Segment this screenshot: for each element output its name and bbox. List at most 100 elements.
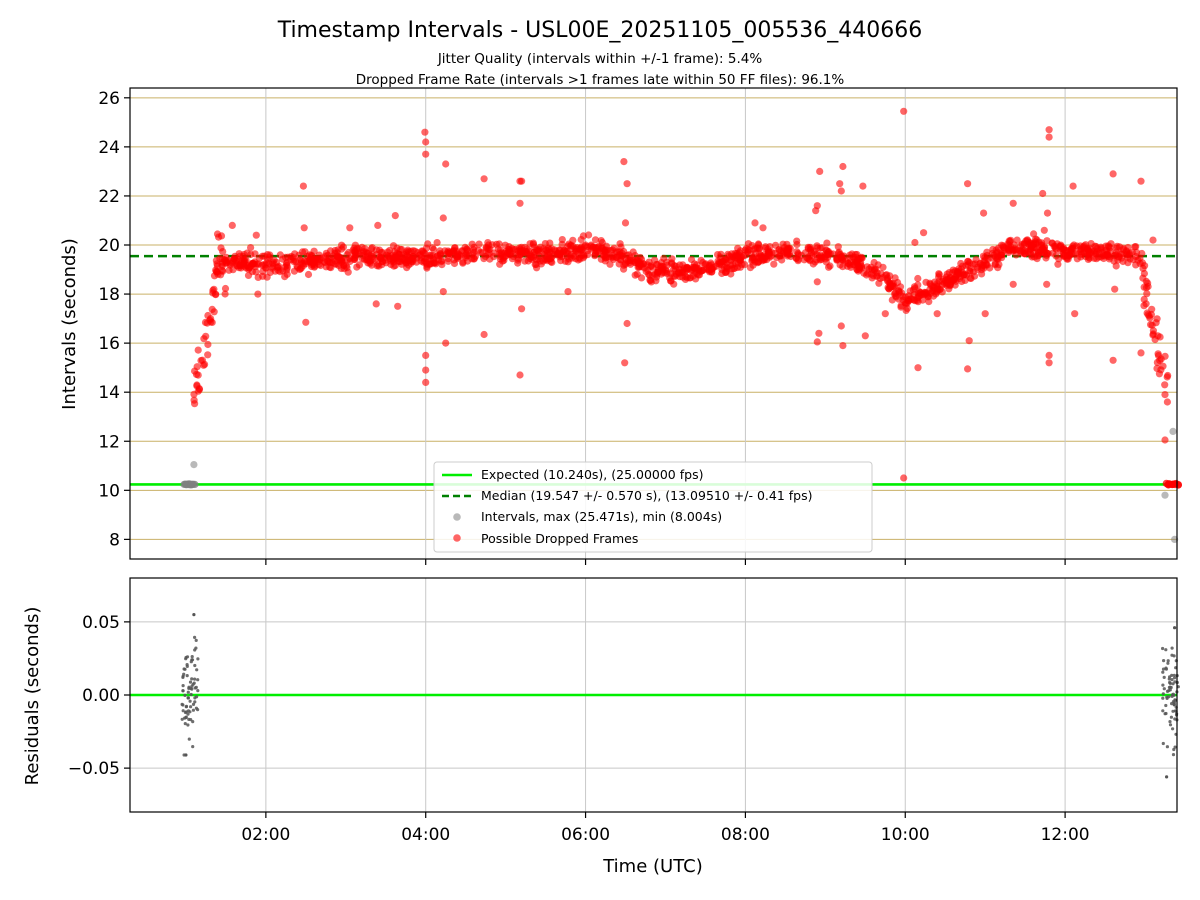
dropped-frame-point bbox=[323, 257, 331, 265]
dropped-frame-point bbox=[1132, 243, 1140, 251]
dropped-frame-point bbox=[879, 263, 887, 271]
dropped-frame-point bbox=[983, 261, 991, 269]
top-y-tick-label: 24 bbox=[98, 138, 120, 158]
dropped-frame-point bbox=[631, 252, 639, 260]
dropped-frame-point bbox=[532, 256, 541, 264]
dropped-frame-point bbox=[433, 239, 441, 247]
dropped-frame-point bbox=[598, 238, 606, 247]
dropped-frame-point bbox=[645, 258, 653, 266]
dropped-frame-outlier bbox=[1009, 199, 1017, 207]
dropped-frame-outlier bbox=[516, 371, 524, 379]
dropped-frame-outlier bbox=[1149, 236, 1157, 244]
dropped-frame-point bbox=[382, 251, 391, 259]
dropped-frame-point bbox=[723, 264, 731, 272]
dropped-frame-outlier bbox=[839, 162, 847, 171]
residual-point bbox=[1172, 703, 1176, 707]
residual-point bbox=[1171, 692, 1175, 696]
residual-point bbox=[194, 638, 198, 643]
residual-point bbox=[1168, 675, 1172, 679]
top-y-axis-label: Intervals (seconds) bbox=[59, 238, 80, 410]
top-points bbox=[180, 107, 1182, 544]
dropped-frame-point bbox=[1151, 335, 1159, 344]
dropped-frame-point bbox=[1005, 237, 1013, 245]
dropped-frame-outlier bbox=[422, 150, 430, 158]
dropped-frame-point bbox=[411, 247, 419, 255]
residual-point bbox=[189, 705, 193, 709]
dropped-frame-outlier bbox=[836, 180, 844, 188]
dropped-frame-point bbox=[1031, 238, 1039, 246]
dropped-frame-outlier bbox=[1009, 280, 1017, 288]
residual-point bbox=[195, 668, 199, 672]
dropped-frame-point bbox=[714, 251, 722, 259]
dropped-frame-outlier bbox=[964, 180, 972, 188]
dropped-frame-point bbox=[792, 254, 801, 262]
dropped-frame-point bbox=[964, 261, 972, 269]
dropped-frame-point bbox=[204, 340, 212, 349]
residual-point bbox=[193, 635, 197, 640]
dropped-frame-point bbox=[1143, 290, 1151, 298]
dropped-frame-point bbox=[577, 236, 585, 244]
residual-point bbox=[193, 648, 197, 652]
dropped-frame-point bbox=[793, 240, 801, 249]
dropped-frame-point bbox=[851, 258, 860, 266]
dropped-frame-point bbox=[801, 249, 810, 257]
residual-point bbox=[1162, 687, 1166, 691]
dropped-frame-point bbox=[1004, 245, 1012, 253]
dropped-frame-point bbox=[1119, 257, 1127, 266]
legend-intervals-swatch bbox=[453, 513, 461, 521]
residual-point bbox=[184, 753, 188, 757]
dropped-frame-outlier bbox=[1039, 189, 1047, 198]
dropped-frame-outlier bbox=[620, 158, 628, 166]
dropped-frame-point bbox=[1052, 252, 1060, 260]
dropped-frame-point bbox=[766, 253, 774, 261]
dropped-frame-point bbox=[431, 259, 439, 267]
dropped-frame-point bbox=[782, 246, 790, 254]
dropped-frame-point bbox=[946, 280, 955, 288]
dropped-frame-point bbox=[914, 274, 922, 283]
residual-point bbox=[187, 717, 191, 722]
bottom-y-tick-label: −0.05 bbox=[68, 759, 120, 779]
dropped-frame-point bbox=[1018, 246, 1026, 254]
dropped-frame-point bbox=[1140, 269, 1148, 278]
dropped-frame-point bbox=[468, 240, 476, 248]
dropped-frame-point bbox=[506, 251, 514, 259]
dropped-frame-point bbox=[327, 264, 335, 272]
top-y-tick-label: 20 bbox=[98, 236, 120, 256]
residual-point bbox=[181, 675, 185, 680]
dropped-frame-point bbox=[839, 263, 847, 271]
interval-point bbox=[180, 480, 188, 489]
dropped-frame-point bbox=[1119, 244, 1128, 252]
dropped-frame-point bbox=[191, 400, 199, 408]
bottom-y-tick-label: 0.00 bbox=[82, 686, 120, 706]
dropped-frame-point bbox=[860, 269, 868, 277]
dropped-frame-point bbox=[463, 252, 471, 260]
dropped-frame-point bbox=[275, 262, 283, 270]
dropped-frame-point bbox=[1133, 248, 1141, 256]
dropped-frame-point bbox=[442, 250, 450, 258]
residual-point bbox=[194, 706, 198, 710]
dropped-frame-point bbox=[403, 256, 412, 264]
dropped-frame-point bbox=[496, 252, 505, 260]
interval-point bbox=[1169, 427, 1177, 435]
dropped-frame-outlier bbox=[372, 300, 380, 308]
dropped-frame-point bbox=[1035, 251, 1043, 259]
dropped-frame-outlier bbox=[1163, 398, 1171, 406]
dropped-frame-point bbox=[658, 268, 666, 276]
dropped-frame-point bbox=[389, 242, 398, 250]
residual-point bbox=[1173, 717, 1177, 721]
dropped-frame-outlier bbox=[421, 128, 429, 136]
dropped-frame-point bbox=[350, 255, 358, 263]
residual-point bbox=[192, 681, 196, 685]
residual-point bbox=[1170, 702, 1174, 706]
dropped-frame-outlier bbox=[252, 231, 260, 239]
dropped-frame-point bbox=[428, 244, 437, 252]
dropped-frame-outlier bbox=[1045, 133, 1053, 141]
dropped-frame-point bbox=[426, 251, 434, 259]
dropped-frame-outlier bbox=[1045, 351, 1053, 359]
dropped-frame-point bbox=[204, 351, 212, 359]
top-y-tick-label: 22 bbox=[98, 187, 120, 207]
dropped-frame-point bbox=[567, 241, 575, 249]
x-axis-label: Time (UTC) bbox=[602, 856, 703, 877]
residual-point bbox=[191, 702, 196, 707]
dropped-frame-outlier bbox=[815, 329, 823, 337]
